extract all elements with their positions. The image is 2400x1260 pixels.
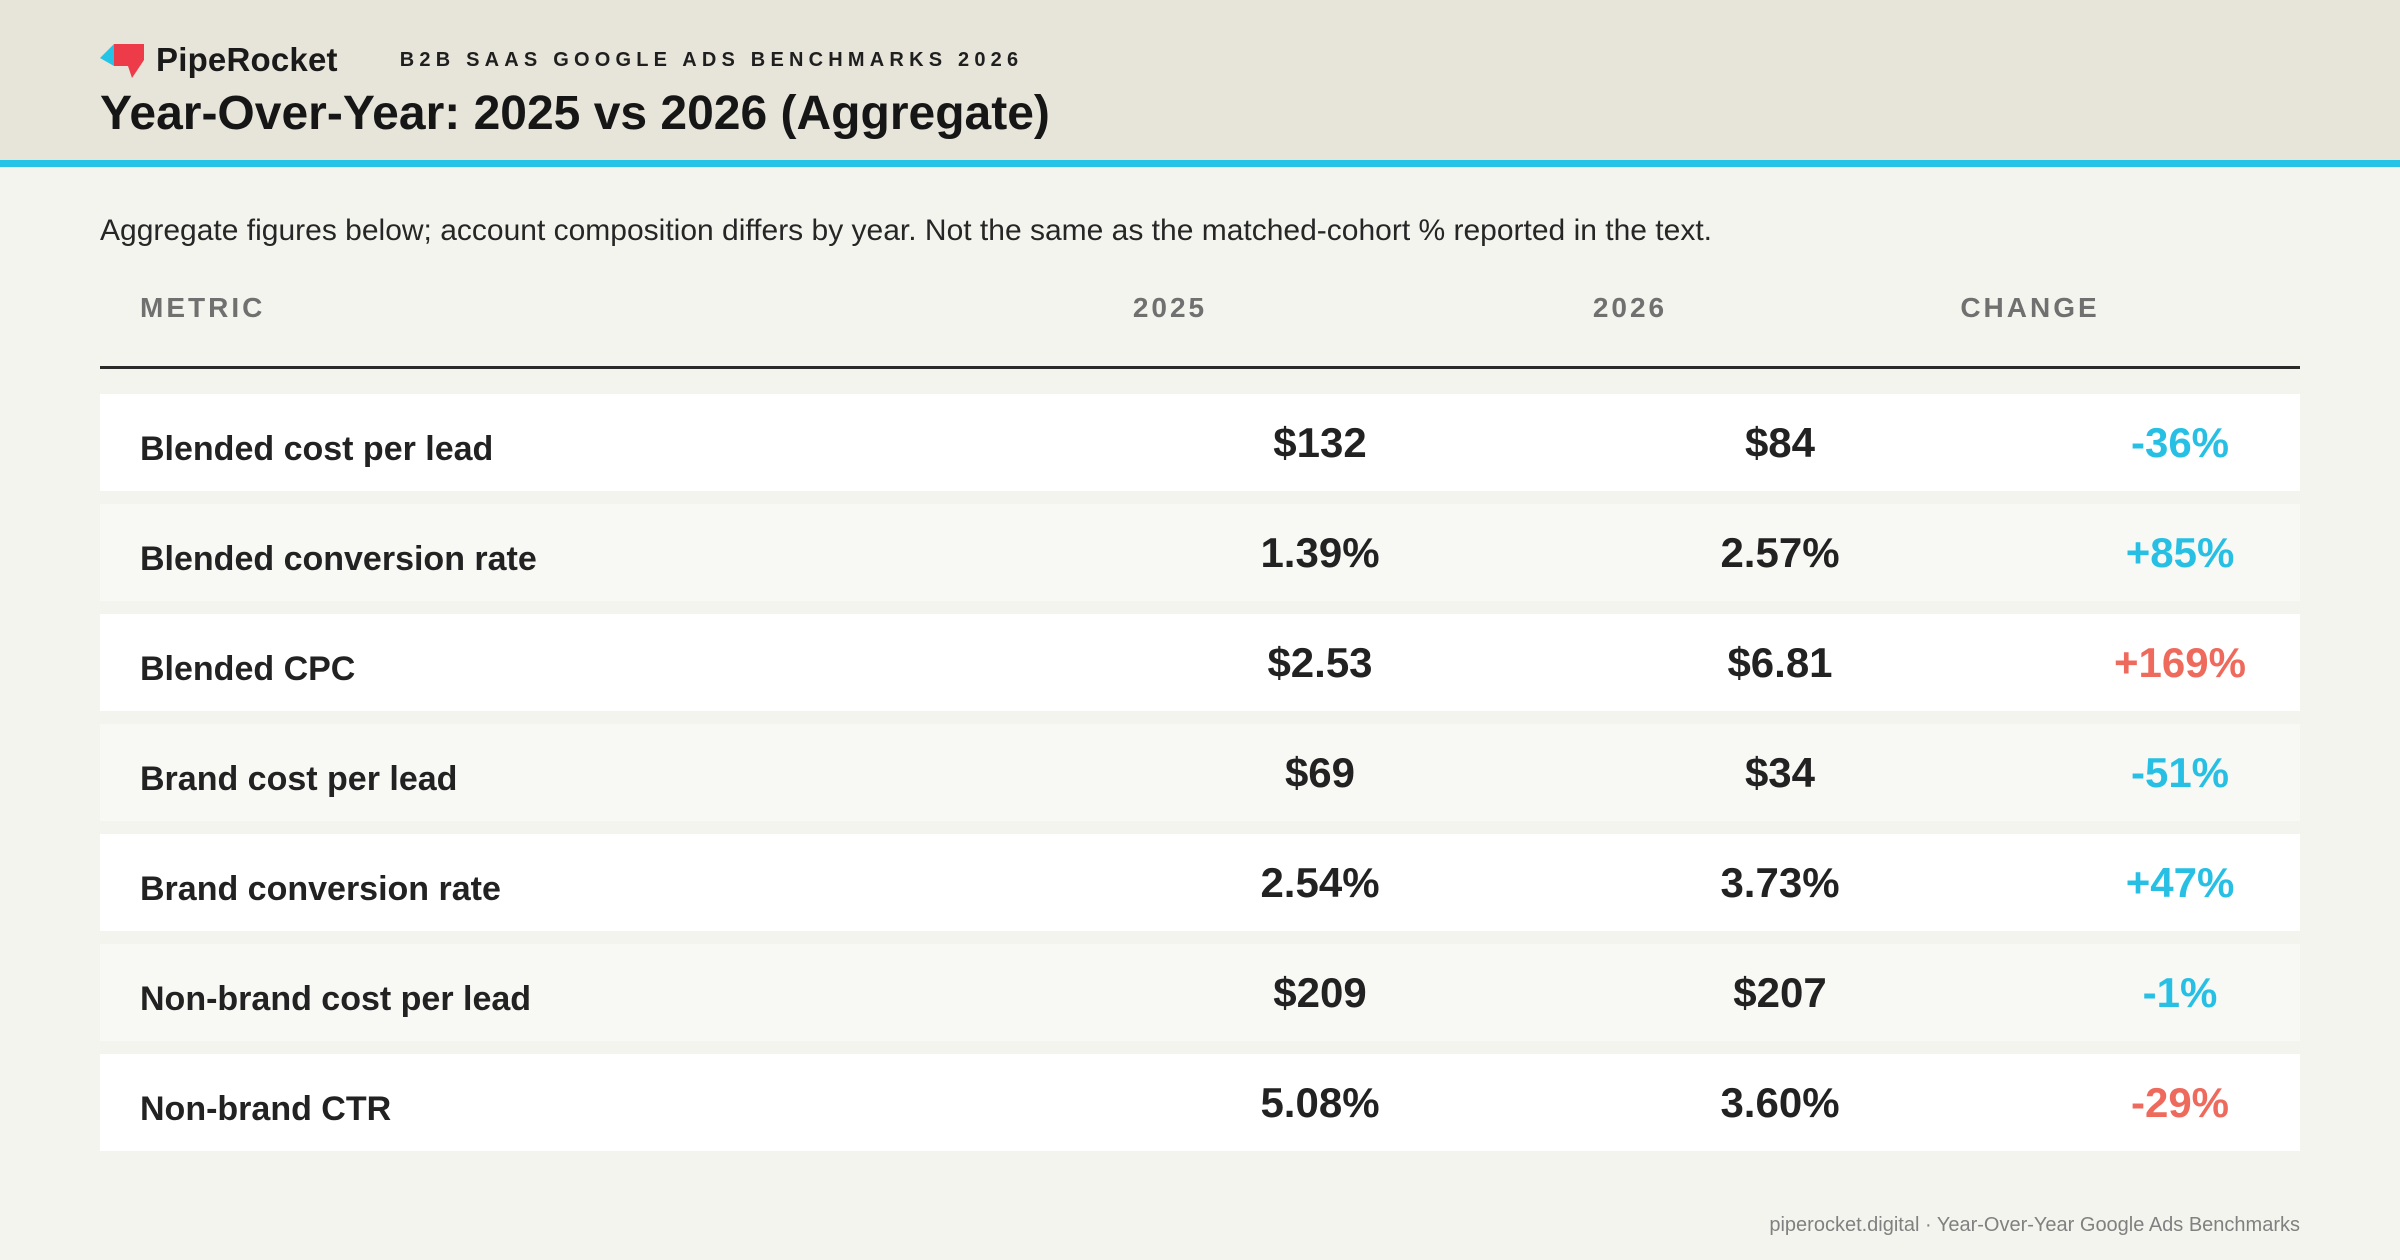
- column-header-2026: 2026: [1592, 292, 1668, 323]
- change-cell: +47%: [2125, 859, 2235, 906]
- change-cell: -1%: [2142, 969, 2218, 1016]
- metric-cell: Non-brand cost per lead: [140, 980, 532, 1018]
- table-row: Blended CPC $2.53 $6.81 +169%: [100, 614, 2300, 711]
- table-row: Brand conversion rate 2.54% 3.73% +47%: [100, 834, 2300, 931]
- table-row: Non-brand cost per lead $209 $207 -1%: [100, 944, 2300, 1041]
- value-2026-cell: 2.57%: [1720, 529, 1840, 576]
- change-cell: +169%: [2114, 639, 2246, 686]
- page-header: PipeRocket B2B SAAS GOOGLE ADS BENCHMARK…: [0, 0, 2400, 167]
- brand-name: PipeRocket: [156, 41, 338, 78]
- metric-cell: Blended CPC: [140, 650, 356, 688]
- footer-credit: piperocket.digital · Year-Over-Year Goog…: [1769, 1214, 2300, 1236]
- table-row: Blended cost per lead $132 $84 -36%: [100, 394, 2300, 491]
- aggregate-note: Aggregate figures below; account composi…: [100, 214, 1712, 247]
- value-2025-cell: 5.08%: [1260, 1079, 1380, 1126]
- metric-cell: Brand cost per lead: [140, 760, 458, 798]
- value-2025-cell: $69: [1284, 749, 1356, 796]
- value-2026-cell: 3.73%: [1720, 859, 1840, 906]
- value-2026-cell: 3.60%: [1720, 1079, 1840, 1126]
- change-cell: -36%: [2130, 419, 2230, 466]
- value-2025-cell: $132: [1273, 419, 1367, 466]
- value-2025-cell: $2.53: [1267, 639, 1373, 686]
- table-header: METRIC 2025 2026 CHANGE: [100, 286, 2300, 369]
- value-2026-cell: $34: [1744, 749, 1816, 796]
- table-row: Non-brand CTR 5.08% 3.60% -29%: [100, 1054, 2300, 1151]
- brand-row: PipeRocket B2B SAAS GOOGLE ADS BENCHMARK…: [100, 40, 1023, 80]
- value-2026-cell: $207: [1733, 969, 1827, 1016]
- metric-cell: Brand conversion rate: [140, 870, 501, 908]
- change-cell: -51%: [2130, 749, 2230, 796]
- metric-cell: Non-brand CTR: [140, 1090, 392, 1128]
- page-title: Year-Over-Year: 2025 vs 2026 (Aggregate): [100, 87, 1050, 140]
- metric-cell: Blended conversion rate: [140, 540, 537, 578]
- table-row: Blended conversion rate 1.39% 2.57% +85%: [100, 504, 2300, 601]
- value-2025-cell: 2.54%: [1260, 859, 1380, 906]
- piperocket-logo-icon: [100, 44, 144, 78]
- column-header-change: CHANGE: [1960, 292, 2100, 323]
- table-row: Brand cost per lead $69 $34 -51%: [100, 724, 2300, 821]
- value-2026-cell: $84: [1744, 419, 1816, 466]
- change-cell: +85%: [2125, 529, 2235, 576]
- change-cell: -29%: [2130, 1079, 2230, 1126]
- report-kicker: B2B SAAS GOOGLE ADS BENCHMARKS 2026: [399, 48, 1024, 71]
- value-2025-cell: 1.39%: [1260, 529, 1380, 576]
- column-header-metric: METRIC: [140, 292, 266, 323]
- column-header-2025: 2025: [1132, 292, 1208, 323]
- value-2025-cell: $209: [1273, 969, 1367, 1016]
- metric-cell: Blended cost per lead: [140, 430, 494, 468]
- value-2026-cell: $6.81: [1727, 639, 1833, 686]
